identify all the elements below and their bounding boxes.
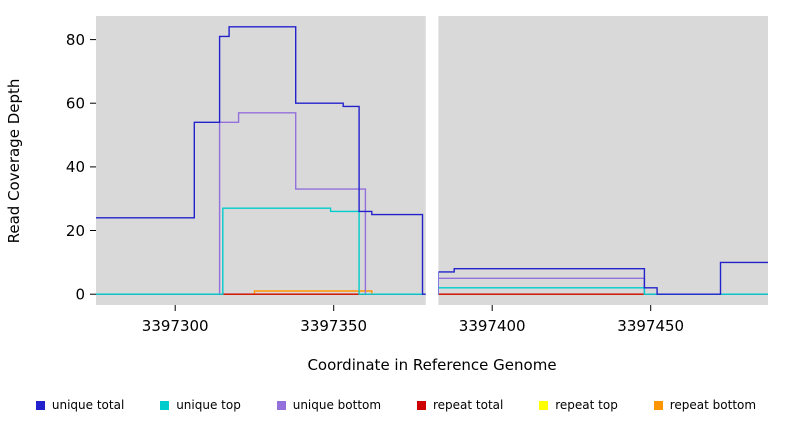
legend-swatch-repeat-total-icon [416,400,426,410]
svg-text:40: 40 [66,158,85,176]
legend-item-unique-top: unique top [160,398,241,412]
svg-text:3397350: 3397350 [300,317,367,335]
x-axis-title: Coordinate in Reference Genome [307,356,557,374]
legend-swatch-repeat-top-icon [539,400,549,410]
svg-text:0: 0 [75,285,85,303]
legend-item-unique-total: unique total [35,398,125,412]
legend-label-unique-bottom: unique bottom [292,398,382,412]
svg-text:3397300: 3397300 [142,317,209,335]
svg-text:60: 60 [66,94,85,112]
legend-item-unique-bottom: unique bottom [276,398,382,412]
svg-text:20: 20 [66,222,85,240]
legend-swatch-unique-bottom-icon [276,400,286,410]
svg-text:80: 80 [66,31,85,49]
legend-label-repeat-top: repeat top [555,398,618,412]
legend: unique total unique top unique bottom re… [0,398,792,412]
plot-area: 3397300 3397350 3397400 3397450 0 20 40 60 80 [66,15,768,335]
legend-item-repeat-total: repeat total [416,398,504,412]
svg-text:3397450: 3397450 [617,317,684,335]
y-axis-title: Read Coverage Depth [5,78,23,244]
legend-label-unique-top: unique top [176,398,241,412]
legend-item-repeat-top: repeat top [539,398,618,412]
legend-label-repeat-total: repeat total [432,398,504,412]
legend-swatch-unique-total-icon [35,400,45,410]
legend-item-repeat-bottom: repeat bottom [653,398,757,412]
legend-swatch-unique-top-icon [160,400,170,410]
legend-swatch-repeat-bottom-icon [653,400,663,410]
legend-label-unique-total: unique total [51,398,125,412]
svg-text:3397400: 3397400 [459,317,526,335]
legend-label-repeat-bottom: repeat bottom [669,398,757,412]
